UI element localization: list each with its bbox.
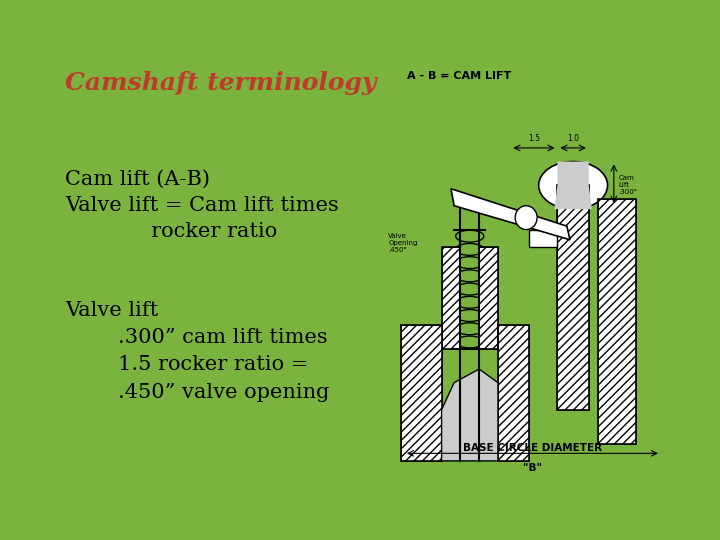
Bar [557,185,589,410]
Bar [598,199,636,444]
Text: A - B = CAM LIFT: A - B = CAM LIFT [407,71,511,82]
Text: BASE CIRCLE DIAMETER: BASE CIRCLE DIAMETER [463,443,602,453]
Text: 1.5: 1.5 [528,134,540,143]
Bar [557,185,589,410]
Bar [401,325,441,461]
Bar [529,230,557,247]
Bar [441,247,460,349]
Ellipse shape [539,161,608,209]
Polygon shape [451,188,570,240]
Polygon shape [441,369,498,461]
Text: Cam lift (A-B)
Valve lift = Cam lift times
             rocker ratio: Cam lift (A-B) Valve lift = Cam lift tim… [65,170,338,241]
Text: Cam
Lift
.300": Cam Lift .300" [618,176,637,195]
Text: Valve
Opening
.450": Valve Opening .450" [388,233,418,253]
Bar [498,325,529,461]
Bar [598,199,636,444]
Bar [480,247,498,349]
Text: 1.0: 1.0 [567,134,579,143]
Text: Camshaft terminology: Camshaft terminology [65,71,377,94]
Bar [401,325,441,461]
Text: Valve lift
        .300” cam lift times
        1.5 rocker ratio =
        .450”: Valve lift .300” cam lift times 1.5 rock… [65,301,329,402]
Bar [498,325,529,461]
Bar [480,247,498,349]
Polygon shape [554,161,592,209]
Circle shape [516,206,537,230]
Bar [441,247,460,349]
Text: "B": "B" [523,463,542,474]
